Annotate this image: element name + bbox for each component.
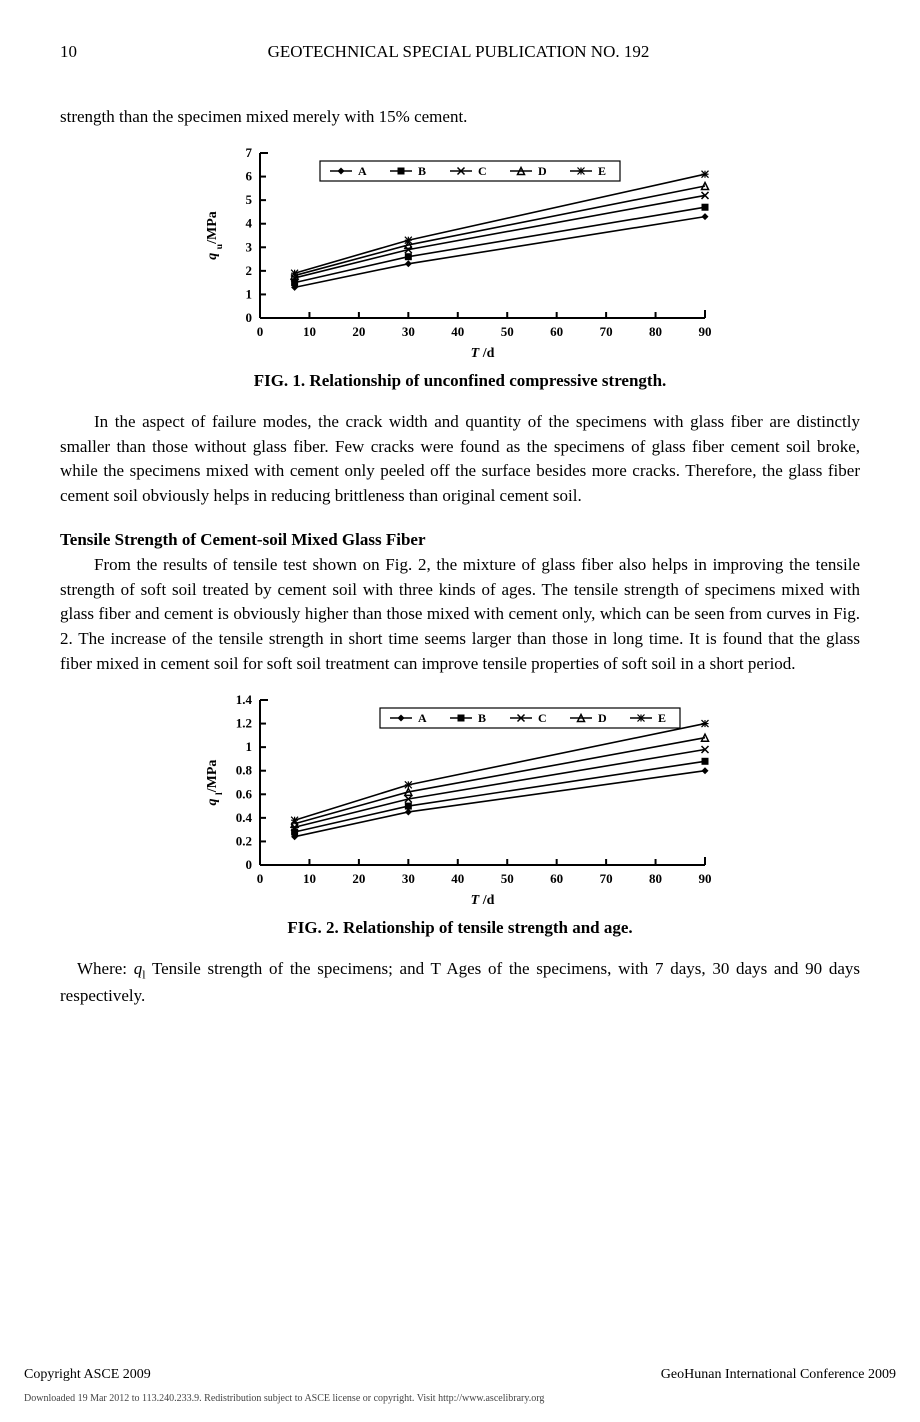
paragraph-1: In the aspect of failure modes, the crac…	[60, 410, 860, 509]
svg-text:2: 2	[246, 263, 253, 278]
svg-text:1.2: 1.2	[236, 716, 252, 731]
svg-text:0.4: 0.4	[236, 810, 253, 825]
figure-1: 0 10 20 30 40 50 60 70 80 90 0 1 2 3 4 5 6 7 T /d q u/MPa A B…	[60, 143, 860, 363]
svg-text:T /d: T /d	[471, 893, 495, 908]
svg-text:A: A	[358, 164, 367, 178]
svg-text:4: 4	[246, 216, 253, 231]
where-pre: Where:	[77, 959, 134, 978]
where-symbol: q	[134, 959, 143, 978]
svg-text:1: 1	[246, 287, 253, 302]
svg-text:50: 50	[501, 871, 514, 886]
svg-text:E: E	[598, 164, 606, 178]
running-title: GEOTECHNICAL SPECIAL PUBLICATION NO. 192	[77, 40, 840, 65]
svg-text:1.4: 1.4	[236, 692, 253, 707]
svg-text:q l/MPa: q l/MPa	[205, 760, 225, 806]
footer-sub: Downloaded 19 Mar 2012 to 113.240.233.9.…	[24, 1392, 896, 1407]
where-post: Tensile strength of the specimens; and T…	[60, 959, 860, 1005]
svg-text:D: D	[598, 711, 607, 725]
svg-text:B: B	[418, 164, 426, 178]
svg-text:10: 10	[303, 324, 316, 339]
svg-text:0.6: 0.6	[236, 787, 253, 802]
lead-line: strength than the specimen mixed merely …	[60, 105, 860, 130]
svg-text:80: 80	[649, 871, 662, 886]
section-heading: Tensile Strength of Cement-soil Mixed Gl…	[60, 528, 860, 553]
svg-text:B: B	[478, 711, 486, 725]
page-footer: Copyright ASCE 2009 GeoHunan Internation…	[0, 1365, 920, 1406]
svg-text:0.2: 0.2	[236, 834, 252, 849]
svg-text:7: 7	[246, 145, 253, 160]
page-header: 10 GEOTECHNICAL SPECIAL PUBLICATION NO. …	[60, 40, 860, 65]
svg-text:60: 60	[550, 324, 563, 339]
svg-text:20: 20	[352, 324, 365, 339]
svg-text:90: 90	[699, 871, 712, 886]
svg-text:50: 50	[501, 324, 514, 339]
footer-left: Copyright ASCE 2009	[24, 1365, 151, 1385]
svg-text:10: 10	[303, 871, 316, 886]
svg-text:A: A	[418, 711, 427, 725]
svg-text:0: 0	[257, 324, 264, 339]
svg-text:80: 80	[649, 324, 662, 339]
svg-text:0.8: 0.8	[236, 763, 253, 778]
svg-text:1: 1	[246, 739, 253, 754]
svg-text:20: 20	[352, 871, 365, 886]
svg-text:0: 0	[246, 310, 253, 325]
caption-1: FIG. 1. Relationship of unconfined compr…	[60, 369, 860, 394]
svg-text:T /d: T /d	[471, 346, 495, 361]
svg-text:70: 70	[600, 324, 613, 339]
where-note: Where: ql Tensile strength of the specim…	[60, 957, 860, 1008]
svg-text:30: 30	[402, 871, 415, 886]
caption-2: FIG. 2. Relationship of tensile strength…	[60, 916, 860, 941]
svg-text:30: 30	[402, 324, 415, 339]
svg-text:5: 5	[246, 192, 253, 207]
chart-2-svg: 0 10 20 30 40 50 60 70 80 90 0 0.2 0.4 0.6 0.8 1 1.2 1.4 T…	[200, 690, 720, 910]
svg-text:0: 0	[246, 857, 253, 872]
svg-text:90: 90	[699, 324, 712, 339]
paragraph-2: From the results of tensile test shown o…	[60, 553, 860, 676]
footer-right: GeoHunan International Conference 2009	[661, 1365, 896, 1385]
svg-text:D: D	[538, 164, 547, 178]
svg-text:C: C	[478, 164, 487, 178]
svg-text:40: 40	[451, 871, 464, 886]
svg-text:70: 70	[600, 871, 613, 886]
svg-text:60: 60	[550, 871, 563, 886]
svg-text:0: 0	[257, 871, 264, 886]
svg-text:E: E	[658, 711, 666, 725]
svg-text:q u/MPa: q u/MPa	[205, 211, 225, 260]
svg-text:6: 6	[246, 169, 253, 184]
svg-text:C: C	[538, 711, 547, 725]
svg-text:40: 40	[451, 324, 464, 339]
page-number: 10	[60, 40, 77, 65]
figure-2: 0 10 20 30 40 50 60 70 80 90 0 0.2 0.4 0.6 0.8 1 1.2 1.4 T…	[60, 690, 860, 910]
svg-text:3: 3	[246, 240, 253, 255]
chart-1-svg: 0 10 20 30 40 50 60 70 80 90 0 1 2 3 4 5 6 7 T /d q u/MPa A B…	[200, 143, 720, 363]
